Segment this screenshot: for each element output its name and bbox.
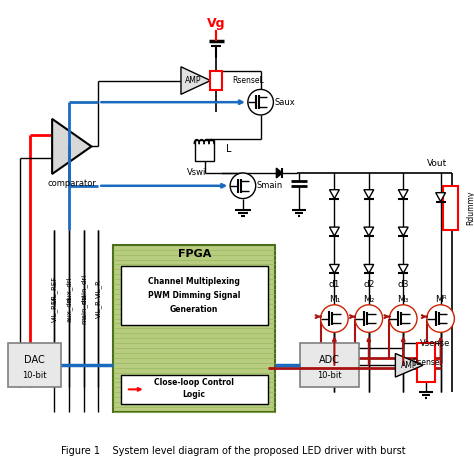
Bar [300, 343, 359, 387]
Text: M₁: M₁ [328, 295, 340, 305]
Text: Close-loop Control: Close-loop Control [155, 378, 234, 387]
Circle shape [230, 173, 255, 199]
Text: Rdummy: Rdummy [466, 191, 474, 225]
Circle shape [320, 305, 348, 332]
Text: Smain: Smain [256, 181, 283, 190]
Text: Vswi: Vswi [187, 168, 207, 178]
Polygon shape [364, 190, 374, 199]
Circle shape [390, 305, 417, 332]
Bar [121, 375, 267, 404]
Text: VIL_REF: VIL_REF [51, 295, 57, 322]
Text: d3: d3 [398, 279, 409, 289]
Text: Channel Multiplexing: Channel Multiplexing [148, 277, 240, 286]
Text: VIL_REF: VIL_REF [51, 275, 57, 303]
Bar [417, 343, 435, 383]
Bar [195, 140, 214, 161]
Circle shape [355, 305, 383, 332]
Text: L: L [226, 145, 232, 154]
Text: d1: d1 [328, 279, 340, 289]
Text: comparator: comparator [47, 179, 96, 188]
Bar [443, 186, 458, 230]
Polygon shape [364, 227, 374, 236]
Circle shape [248, 89, 273, 115]
Text: Vsense: Vsense [420, 339, 450, 348]
Text: M₃: M₃ [398, 295, 409, 305]
Polygon shape [329, 227, 339, 236]
Polygon shape [395, 353, 423, 377]
Polygon shape [398, 190, 408, 199]
Text: Generation: Generation [170, 305, 219, 314]
Text: DAC: DAC [24, 355, 45, 365]
Text: aux_dri: aux_dri [65, 276, 72, 302]
Text: ADC: ADC [319, 355, 340, 365]
Text: Mᴿ: Mᴿ [435, 295, 447, 305]
Text: 10-bit: 10-bit [22, 371, 46, 380]
Text: RsenseL: RsenseL [232, 76, 264, 85]
Text: Vout: Vout [427, 159, 447, 168]
Text: Rsense: Rsense [412, 359, 439, 367]
Polygon shape [276, 168, 283, 178]
Bar [210, 71, 222, 90]
Text: Vg: Vg [207, 17, 226, 30]
Text: d2: d2 [363, 279, 374, 289]
Text: Figure 1    System level diagram of the proposed LED driver with burst: Figure 1 System level diagram of the pro… [61, 446, 405, 456]
Text: main_dri: main_dri [80, 274, 87, 304]
Polygon shape [398, 227, 408, 236]
Text: main_dri: main_dri [80, 293, 87, 324]
Circle shape [427, 305, 455, 332]
Text: FPGA: FPGA [178, 249, 211, 259]
Text: 10-bit: 10-bit [317, 371, 342, 380]
Polygon shape [398, 265, 408, 273]
Text: AMP: AMP [184, 76, 201, 85]
Polygon shape [436, 193, 446, 201]
Text: VIL_R: VIL_R [95, 299, 102, 318]
Text: aux_dri: aux_dri [65, 296, 72, 321]
Polygon shape [181, 67, 210, 94]
Bar [121, 266, 267, 326]
Polygon shape [329, 265, 339, 273]
Text: PWM Dimming Signal: PWM Dimming Signal [148, 292, 240, 300]
Bar [113, 245, 275, 412]
Text: M₂: M₂ [363, 295, 374, 305]
Text: AMP: AMP [401, 361, 418, 370]
Polygon shape [329, 190, 339, 199]
Text: Logic: Logic [183, 390, 206, 399]
Bar [8, 343, 61, 387]
Text: Saux: Saux [275, 98, 296, 106]
Polygon shape [52, 119, 91, 174]
Polygon shape [364, 265, 374, 273]
Text: VIL_R: VIL_R [95, 279, 102, 299]
